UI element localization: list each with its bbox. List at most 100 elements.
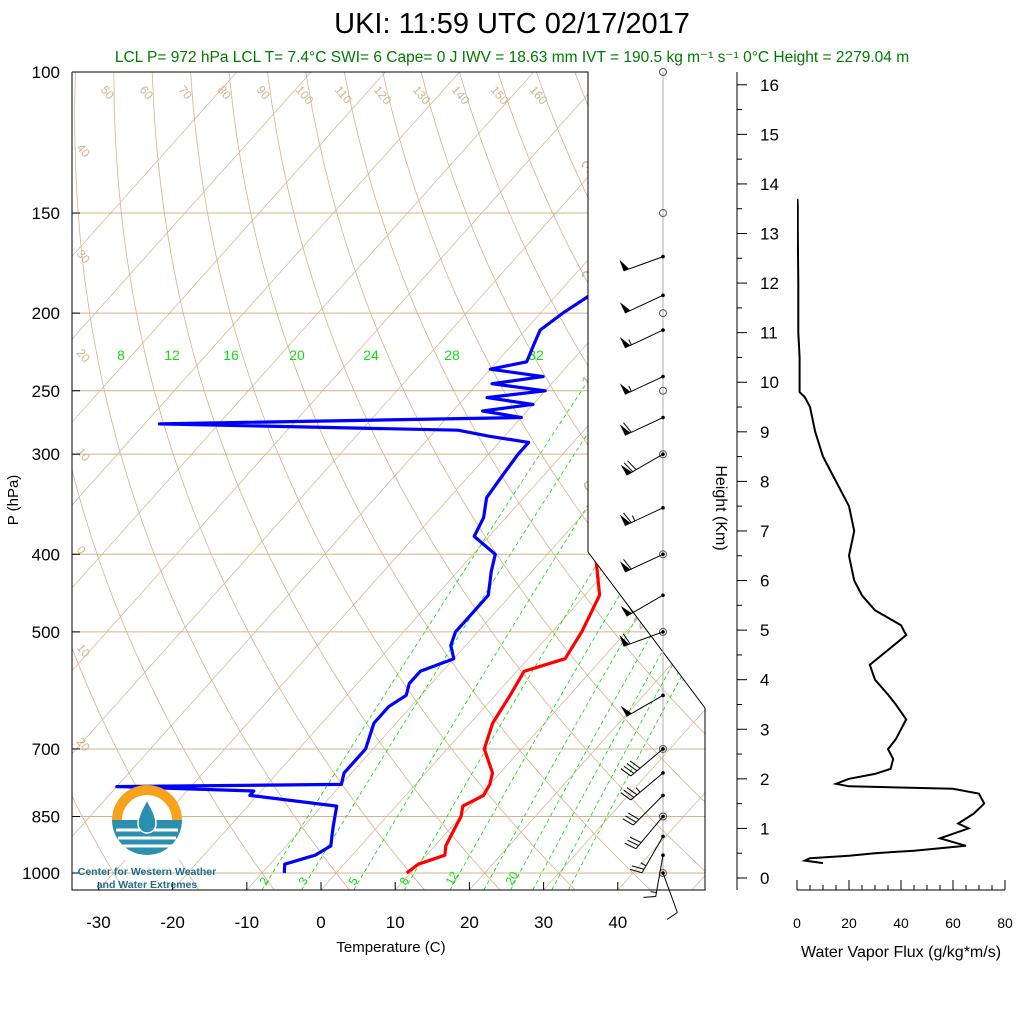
wind-barb-pennant <box>620 605 632 617</box>
wind-barb-shaft <box>623 256 664 272</box>
wind-barb-feather <box>626 787 638 796</box>
mandatory-level-marker <box>659 209 667 218</box>
adiabat-label: 80 <box>215 83 235 102</box>
pressure-tick-label: 300 <box>32 445 60 464</box>
dry-adiabat-line <box>72 72 200 890</box>
adiabat-label: 120 <box>371 83 395 108</box>
flux-x-tick-label: 0 <box>793 915 801 931</box>
dry-adiabat-line <box>228 72 651 890</box>
logo-line2: and Water Extremes <box>97 879 198 891</box>
mandatory-level-marker <box>659 386 667 395</box>
dry-adiabat-line <box>844 72 1024 890</box>
temperature-trace <box>405 211 705 875</box>
logo-line1: Center for Western Weather <box>78 866 216 878</box>
wind-barb-pennant <box>619 383 631 395</box>
mixing-ratio-label: 20 <box>289 347 305 363</box>
isotherm-line <box>172 72 705 890</box>
mixing-ratio-line <box>261 361 601 890</box>
adiabat-label: 10 <box>74 641 94 660</box>
dry-adiabat-line <box>382 72 705 890</box>
wind-barb-feather <box>623 765 635 774</box>
height-tick-label: 6 <box>760 572 769 591</box>
height-tick-label: 0 <box>760 869 769 888</box>
adiabat-label: 0 <box>74 543 89 557</box>
temperature-tick-label: -10 <box>235 913 260 932</box>
temperature-tick-label: 20 <box>460 913 479 932</box>
wind-barb-pennant <box>619 634 630 647</box>
wind-barb-pennant <box>619 514 631 526</box>
height-tick-label: 5 <box>760 621 769 640</box>
wind-barb-shaft <box>632 795 664 826</box>
isotherm-label: 10 <box>577 365 605 393</box>
wind-barb-feather <box>627 839 639 847</box>
isotherm-label: 20 <box>629 605 657 633</box>
mixing-ratio-label: 12 <box>164 347 180 363</box>
height-tick-label: 2 <box>760 770 769 789</box>
flux-x-axis-label: Water Vapor Flux (g/kg*m/s) <box>801 944 1001 961</box>
pressure-axis-label: P (hPa) <box>5 475 22 526</box>
wind-barb-shaft <box>655 855 664 897</box>
wind-barb-half-feather <box>650 891 657 894</box>
pressure-tick-label: 200 <box>32 304 60 323</box>
isotherm-line <box>72 72 609 890</box>
wind-barb-pennant <box>620 705 632 717</box>
isotherm-label: 20 <box>577 260 605 288</box>
wind-barb-half-feather <box>628 339 632 346</box>
adiabat-label: 20 <box>74 346 94 365</box>
wind-barb-feather <box>626 763 638 772</box>
wind-barb-pennant <box>619 302 631 314</box>
wind-barb-pennant <box>619 336 631 348</box>
dry-adiabat-line <box>651 72 705 890</box>
wind-barb-feather <box>628 812 640 820</box>
wind-barb-half-feather <box>628 385 632 392</box>
height-tick-label: 14 <box>760 175 779 194</box>
height-tick-label: 3 <box>760 720 769 739</box>
mixing-ratio-label: 5 <box>345 874 361 887</box>
temperature-axis-label: Temperature (C) <box>336 939 445 956</box>
pressure-tick-label: 700 <box>32 740 60 759</box>
mandatory-level-marker <box>659 812 667 821</box>
isotherm-line <box>766 72 1024 890</box>
mandatory-level-marker <box>659 627 667 636</box>
dry-adiabat-line <box>72 72 275 890</box>
height-tick-label: 15 <box>760 125 779 144</box>
dewpoint-trace <box>115 211 705 874</box>
dry-adiabat-line <box>74 72 350 890</box>
wind-barb-feather <box>631 865 645 870</box>
flux-x-tick-label: 20 <box>841 915 857 931</box>
wind-barb-pennant <box>619 424 631 436</box>
height-tick-label: 1 <box>760 819 769 838</box>
mandatory-level-marker <box>659 309 667 318</box>
height-tick-label: 11 <box>760 324 778 343</box>
pressure-tick-label: 150 <box>32 204 60 223</box>
isotherm-line <box>394 72 705 890</box>
height-tick-label: 12 <box>760 274 779 293</box>
wind-barb-half-feather <box>629 607 634 613</box>
wind-barb-feather <box>623 462 634 473</box>
dry-adiabat-line <box>151 72 501 890</box>
height-tick-label: 7 <box>760 522 769 541</box>
height-tick-label: 10 <box>760 373 779 392</box>
wind-barb-shaft <box>624 553 664 573</box>
isotherm-line <box>320 72 705 890</box>
wind-barb-shaft <box>641 836 664 873</box>
wind-barb-shaft <box>626 453 664 476</box>
wind-barb-feather <box>629 868 643 874</box>
wind-barb-shaft <box>626 594 664 617</box>
adiabat-label: 40 <box>74 141 94 160</box>
height-tick-label: 4 <box>760 671 769 690</box>
wind-barb-feather <box>666 912 678 920</box>
dry-adiabat-line <box>113 72 426 890</box>
isotherm-line <box>72 72 683 890</box>
wind-barb-shaft <box>630 748 664 777</box>
wind-barb-shaft <box>662 872 678 913</box>
wind-barb-feather <box>622 818 634 826</box>
height-axis-label: Height (Km) <box>712 465 729 550</box>
height-tick-label: 8 <box>760 472 769 491</box>
wind-barb-pennant <box>620 464 632 476</box>
wind-barb-shaft <box>624 294 664 314</box>
wind-barb-feather <box>623 512 632 523</box>
isotherm-line <box>72 72 238 890</box>
temperature-tick-label: -20 <box>160 913 185 932</box>
